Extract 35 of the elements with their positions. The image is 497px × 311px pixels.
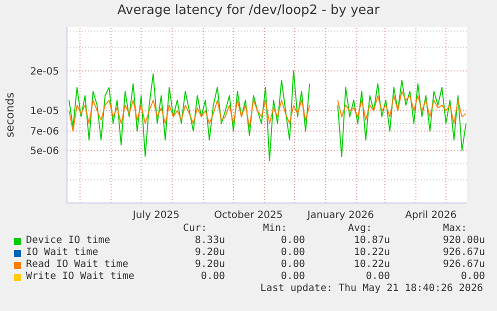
text: Avg: (346, 223, 374, 234)
text: Last update: Thu May 21 18:40:26 2026 (260, 283, 483, 294)
legend-label: Write IO Wait time (26, 271, 134, 282)
text: 920.00u (442, 235, 485, 246)
text: 0.00 (460, 271, 485, 282)
text: 926.67u (442, 259, 485, 270)
y-tick-label: 2e-05 (30, 66, 59, 78)
x-tick-label: October 2025 (214, 210, 283, 222)
text: 10.87u (352, 235, 390, 246)
text: Max: (442, 223, 468, 234)
text: 10.22u (352, 259, 390, 270)
text: 0.00 (364, 271, 390, 282)
text: 0.00 (280, 235, 305, 246)
legend-label: Device IO time (26, 235, 110, 246)
text: 0.00 (200, 271, 225, 282)
text: 926.67u (442, 247, 485, 258)
y-tick-label: 5e-06 (30, 146, 59, 157)
text: 0.00 (280, 247, 305, 258)
y-tick-label: 1e-05 (30, 106, 59, 118)
legend-label: Read IO Wait time (26, 259, 128, 270)
y-axis-title: seconds (4, 92, 16, 138)
legend-label: IO Wait time (26, 247, 98, 258)
x-tick-label: July 2025 (132, 210, 180, 222)
x-tick-label: January 2026 (306, 210, 374, 222)
y-tick-label: 7e-06 (30, 126, 59, 138)
text: Cur: (182, 223, 208, 234)
text: 0.00 (280, 271, 305, 282)
text: 10.22u (352, 247, 390, 258)
x-tick-label: April 2026 (405, 210, 457, 222)
text: 9.20u (194, 259, 225, 270)
text: 9.20u (194, 247, 225, 258)
chart-title: Average latency for /dev/loop2 - by year (116, 3, 381, 18)
text: 8.33u (194, 235, 225, 246)
text: 0.00 (280, 259, 305, 270)
text: Min: (262, 223, 288, 234)
